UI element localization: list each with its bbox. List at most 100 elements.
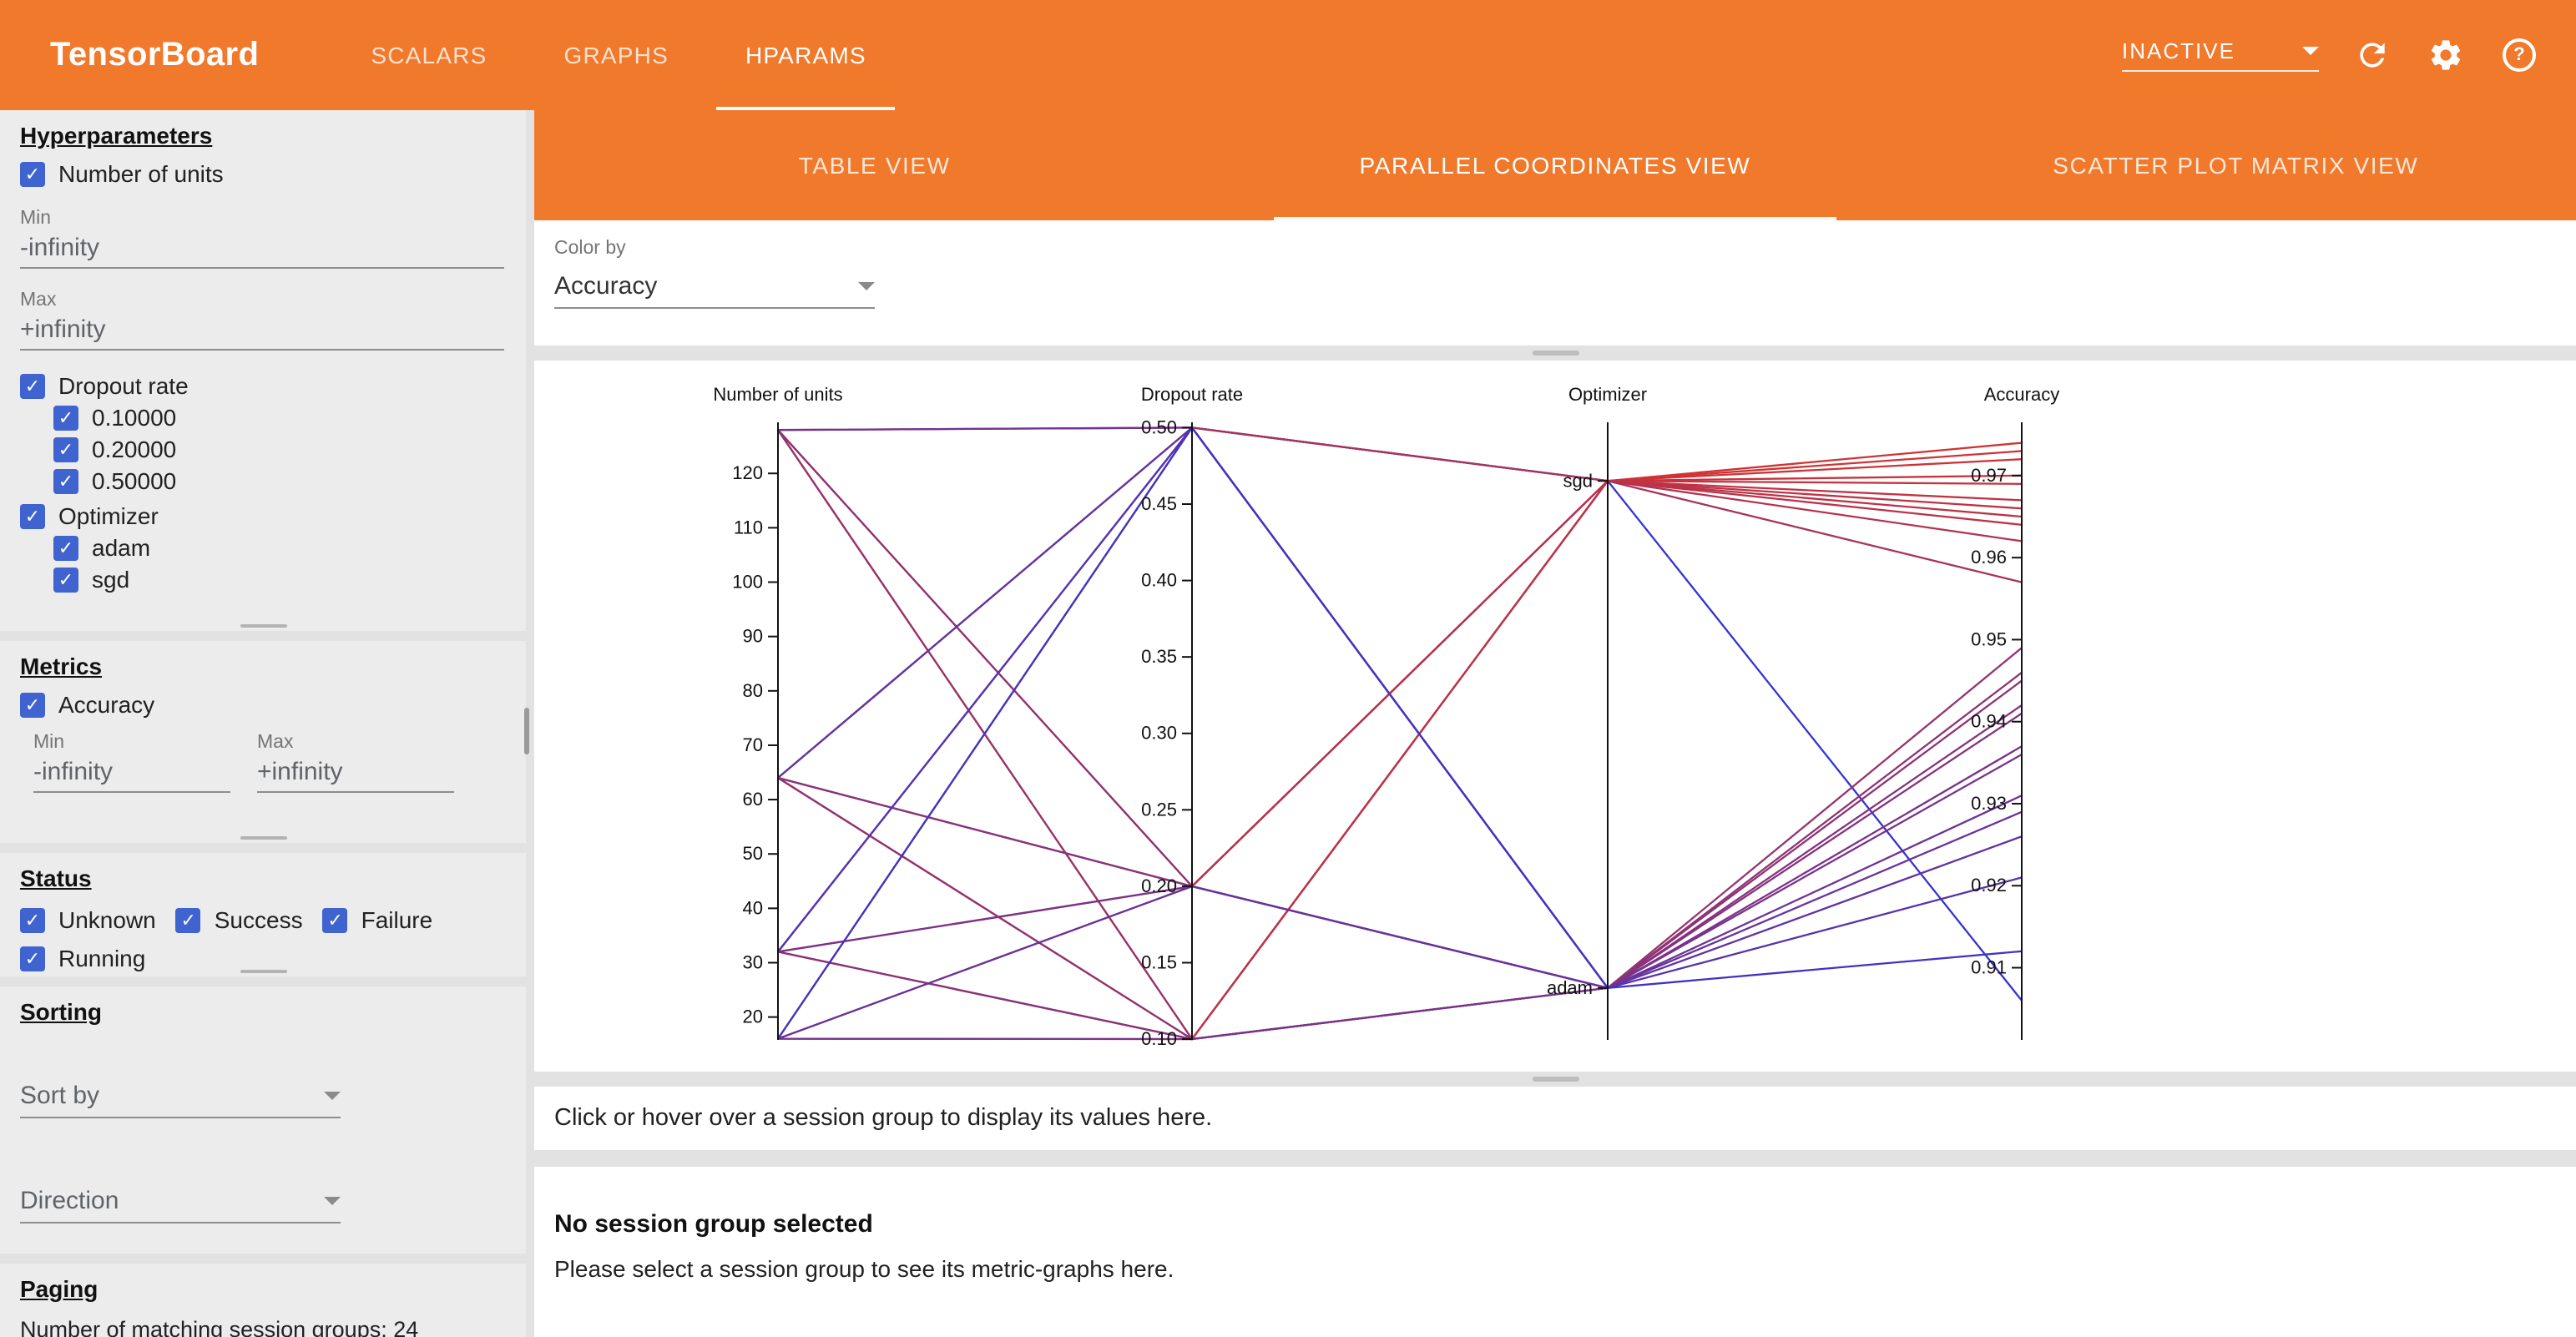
session-group-line[interactable]: [777, 426, 2023, 1040]
chevron-down-icon: [858, 282, 875, 290]
metric-min-input[interactable]: -infinity: [33, 753, 230, 793]
metric-graphs-card: No session group selected Please select …: [534, 1167, 2576, 1337]
units-max-input[interactable]: +infinity: [20, 310, 504, 351]
session-group-line[interactable]: [777, 429, 2023, 1041]
optimizer-option-sgd[interactable]: sgd: [53, 566, 506, 593]
dropout-option-2[interactable]: 0.20000: [53, 436, 506, 462]
session-group-line[interactable]: [777, 753, 2023, 1041]
session-group-line[interactable]: [777, 810, 2023, 1040]
section-sorting: Sorting Sort by Direction: [0, 986, 526, 1254]
optimizer-option-adam[interactable]: adam: [53, 534, 506, 561]
session-group-line[interactable]: [777, 745, 2023, 990]
axis-tick-label: 50: [743, 843, 763, 864]
checkbox-checked-icon[interactable]: [20, 946, 45, 971]
run-status-dropdown[interactable]: INACTIVE: [2122, 38, 2319, 72]
resize-handle[interactable]: [240, 623, 286, 628]
resize-handle[interactable]: [1532, 1077, 1578, 1082]
session-group-line[interactable]: [777, 429, 2023, 888]
resize-handle[interactable]: [240, 835, 286, 840]
axis-tick-label: 40: [743, 897, 763, 918]
hparam-label: Number of units: [58, 160, 224, 187]
tab-parallel-coordinates-view[interactable]: PARALLEL COORDINATES VIEW: [1215, 110, 1895, 220]
tab-scalars[interactable]: SCALARS: [371, 42, 487, 68]
status-failure[interactable]: Failure: [322, 906, 432, 933]
hparam-dropout-rate[interactable]: Dropout rate: [20, 372, 506, 399]
axis-tick-label: 0.20: [1141, 875, 1177, 896]
checkbox-checked-icon[interactable]: [20, 161, 45, 186]
hparam-label: Optimizer: [58, 502, 159, 529]
session-group-line[interactable]: [777, 429, 2023, 1041]
session-group-line[interactable]: [777, 426, 2023, 1040]
tab-hparams[interactable]: HPARAMS: [707, 0, 905, 110]
checkbox-checked-icon[interactable]: [53, 468, 78, 493]
axis-tick-label: 0.35: [1141, 646, 1177, 667]
chevron-down-icon: [324, 1092, 341, 1100]
checkbox-checked-icon[interactable]: [53, 436, 78, 462]
metric-max-label: Max: [257, 733, 294, 753]
hparam-optimizer[interactable]: Optimizer: [20, 502, 506, 529]
no-selection-title: No session group selected: [554, 1210, 873, 1239]
checkbox-checked-icon[interactable]: [20, 692, 45, 717]
sort-by-dropdown[interactable]: Sort by: [20, 1082, 341, 1118]
checkbox-checked-icon[interactable]: [175, 907, 201, 932]
units-min-input[interactable]: -infinity: [20, 229, 504, 269]
axis-tick-label: 0.10: [1141, 1028, 1177, 1049]
option-label: Unknown: [58, 906, 156, 933]
color-by-dropdown[interactable]: Accuracy: [554, 272, 875, 309]
option-label: 0.20000: [92, 436, 177, 462]
checkbox-checked-icon[interactable]: [20, 907, 45, 932]
axis-title: Dropout rate: [1141, 384, 1243, 405]
checkbox-checked-icon[interactable]: [53, 535, 78, 560]
refresh-button[interactable]: [2352, 35, 2392, 75]
parallel-coordinates-plot[interactable]: Number of units 20 30 40 50 60 70 80 90 100 110 120…: [534, 361, 2576, 1072]
tab-table-view[interactable]: TABLE VIEW: [798, 152, 951, 179]
tab-graphs[interactable]: GRAPHS: [563, 42, 669, 68]
metric-min-label: Min: [33, 733, 65, 753]
option-label: 0.10000: [92, 404, 177, 431]
status-unknown[interactable]: Unknown: [20, 906, 156, 933]
session-group-line[interactable]: [777, 479, 2023, 1041]
gear-icon: [2431, 40, 2461, 70]
axis-title: Number of units: [713, 384, 842, 405]
axis-tick-label: 0.45: [1141, 493, 1177, 514]
axis-tick-label: 0.97: [1971, 465, 2007, 486]
status-options: Unknown Success Failure Running: [20, 895, 506, 971]
metric-max-input[interactable]: +infinity: [257, 753, 454, 793]
resize-handle[interactable]: [1532, 351, 1578, 356]
metrics-heading: Metrics: [20, 653, 103, 679]
plugin-tabs: SCALARS GRAPHS HPARAMS: [332, 0, 904, 110]
session-group-line[interactable]: [777, 426, 2023, 779]
status-running[interactable]: Running: [20, 945, 145, 971]
session-hint-text: Click or hover over a session group to d…: [554, 1105, 1213, 1132]
axis-tick-label: 0.30: [1141, 723, 1177, 744]
help-icon: ?: [2503, 38, 2536, 72]
session-values-card: Click or hover over a session group to d…: [534, 1087, 2576, 1150]
checkbox-checked-icon[interactable]: [53, 567, 78, 592]
dropout-option-3[interactable]: 0.50000: [53, 467, 506, 494]
option-label: adam: [92, 534, 151, 561]
session-group-line[interactable]: [777, 704, 2023, 1041]
status-success[interactable]: Success: [175, 906, 303, 933]
checkbox-checked-icon[interactable]: [322, 907, 348, 932]
app-title: TensorBoard: [50, 36, 260, 73]
direction-dropdown[interactable]: Direction: [20, 1187, 341, 1223]
tab-scatter-plot-matrix-view[interactable]: SCATTER PLOT MATRIX VIEW: [2053, 152, 2419, 179]
option-label: Running: [58, 945, 146, 971]
settings-button[interactable]: [2426, 35, 2466, 75]
axis-tick-label: 0.40: [1141, 570, 1177, 591]
sidebar-resize-handle[interactable]: [524, 708, 529, 754]
units-min-label: Min: [20, 209, 52, 229]
metric-accuracy[interactable]: Accuracy: [20, 691, 506, 718]
help-button[interactable]: ?: [2499, 35, 2539, 75]
session-group-line[interactable]: [777, 712, 2023, 990]
axis-tick-label: 100: [732, 572, 763, 593]
dropout-option-1[interactable]: 0.10000: [53, 404, 506, 431]
direction-value: Direction: [20, 1187, 119, 1215]
hparam-number-of-units[interactable]: Number of units: [20, 160, 506, 187]
resize-handle[interactable]: [240, 969, 286, 973]
checkbox-checked-icon[interactable]: [20, 503, 45, 528]
checkbox-checked-icon[interactable]: [20, 373, 45, 398]
checkbox-checked-icon[interactable]: [53, 405, 78, 430]
session-group-line[interactable]: [777, 450, 2023, 1041]
